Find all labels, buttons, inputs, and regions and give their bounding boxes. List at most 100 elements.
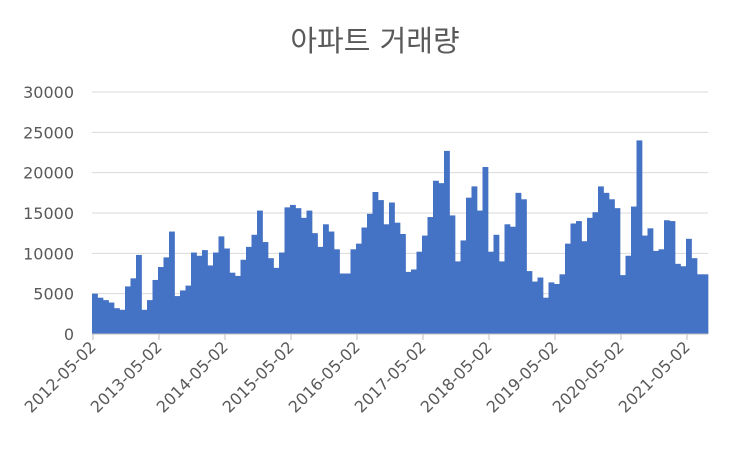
- bar: [262, 242, 269, 334]
- bar: [306, 210, 313, 334]
- bar: [477, 210, 483, 334]
- bar: [669, 221, 676, 334]
- bar: [323, 224, 329, 334]
- bar: [279, 252, 285, 334]
- bar: [229, 272, 236, 334]
- bar: [592, 212, 599, 334]
- bar: [378, 200, 384, 334]
- bar: [565, 243, 571, 334]
- bar: [482, 167, 489, 334]
- bar: [202, 250, 208, 334]
- bar: [345, 273, 351, 334]
- bar: [433, 180, 439, 334]
- chart-title: 아파트 거래량: [290, 24, 459, 58]
- bar: [334, 249, 340, 334]
- bar: [169, 231, 175, 334]
- x-axis-ticks: 2012-05-022013-05-022014-05-022015-05-02…: [21, 337, 694, 416]
- bar: [493, 234, 500, 334]
- bar: [213, 252, 219, 334]
- bar: [152, 279, 159, 334]
- bar: [455, 261, 461, 334]
- bar: [499, 261, 505, 334]
- bar: [367, 213, 373, 334]
- bar: [449, 215, 456, 334]
- bar: [438, 183, 445, 334]
- bar: [257, 210, 263, 334]
- bar: [290, 204, 296, 334]
- bar: [614, 208, 621, 334]
- bar: [664, 220, 670, 334]
- y-tick-label: 25000: [23, 123, 74, 142]
- bar: [554, 283, 560, 334]
- bar: [504, 224, 511, 334]
- bar: [158, 267, 164, 334]
- y-tick-label: 30000: [23, 83, 74, 102]
- y-tick-label: 5000: [33, 285, 74, 304]
- bar: [631, 206, 637, 334]
- bar: [141, 309, 148, 334]
- bar: [460, 240, 467, 334]
- bar: [543, 297, 549, 334]
- bar: [521, 199, 527, 334]
- bar: [92, 293, 98, 334]
- bar: [444, 150, 450, 334]
- bar: [598, 186, 604, 334]
- y-tick-label: 20000: [23, 164, 74, 183]
- bar: [207, 265, 214, 334]
- bar: [526, 271, 533, 334]
- bar: [570, 223, 577, 334]
- bar: [675, 263, 681, 334]
- bar: [240, 259, 247, 334]
- bar: [350, 249, 357, 334]
- bar: [515, 192, 522, 334]
- bar: [400, 233, 406, 334]
- bar: [97, 297, 104, 334]
- bar: [389, 202, 395, 334]
- bar: [268, 258, 274, 334]
- bar: [686, 238, 692, 334]
- bar: [147, 300, 153, 334]
- bar: [103, 300, 109, 334]
- bar: [163, 257, 170, 334]
- bar: [488, 251, 494, 334]
- bar: [185, 285, 192, 334]
- bar: [328, 231, 335, 334]
- y-tick-label: 10000: [23, 244, 74, 263]
- bar: [361, 227, 368, 334]
- bar: [295, 208, 302, 334]
- bar: [603, 192, 610, 334]
- bar: [405, 271, 412, 334]
- bar: [647, 228, 654, 334]
- bars: [92, 140, 709, 334]
- bar: [196, 255, 203, 334]
- bar: [416, 251, 423, 334]
- bar: [702, 274, 709, 334]
- bar: [251, 234, 258, 334]
- bar: [312, 233, 318, 334]
- bar: [356, 243, 362, 334]
- bar: [339, 273, 346, 334]
- y-axis-ticks: 0 5000 10000 15000 20000 25000 30000: [23, 83, 74, 344]
- bar: [372, 192, 379, 334]
- bar: [548, 282, 555, 334]
- bar: [246, 246, 252, 334]
- bar: [653, 250, 659, 334]
- bar: [180, 290, 186, 334]
- bar: [136, 254, 142, 334]
- bar: [108, 302, 115, 334]
- bar: [658, 249, 665, 334]
- bar: [636, 140, 643, 334]
- bar: [466, 197, 472, 334]
- bar: [471, 186, 478, 334]
- bar: [394, 222, 401, 334]
- bar: [680, 266, 687, 334]
- x-tick-label: 2021-05-02: [615, 337, 694, 416]
- bar: [581, 241, 588, 334]
- bar: [224, 248, 230, 334]
- bar: [174, 296, 181, 334]
- bar: [383, 224, 390, 334]
- bar: [317, 246, 324, 334]
- bar: [125, 286, 131, 334]
- bar: [427, 217, 434, 334]
